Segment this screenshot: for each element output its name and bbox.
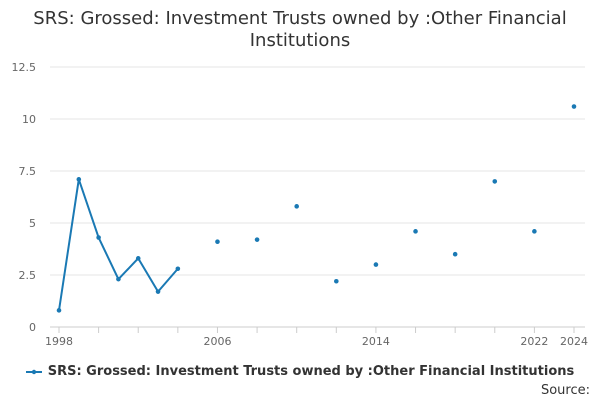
data-point <box>155 289 161 294</box>
legend-label: SRS: Grossed: Investment Trusts owned by… <box>47 364 575 379</box>
x-tick-label: 1998 <box>45 335 73 348</box>
data-point <box>532 229 537 234</box>
data-point <box>254 237 260 242</box>
x-tick-label: 2024 <box>560 335 588 348</box>
data-point <box>175 266 181 272</box>
chart-title: SRS: Grossed: Investment Trusts owned by… <box>0 8 600 52</box>
source-label: Source: <box>540 383 590 398</box>
x-tick-label: 2022 <box>520 335 548 348</box>
data-point <box>294 204 299 209</box>
data-point <box>56 308 62 313</box>
legend-swatch-icon <box>25 369 42 374</box>
data-point <box>116 276 121 282</box>
data-point <box>334 278 339 284</box>
legend[interactable]: SRS: Grossed: Investment Trusts owned by… <box>0 364 600 379</box>
data-point <box>215 239 220 245</box>
data-point <box>452 251 458 257</box>
chart-title-line-2: Institutions <box>249 30 351 51</box>
data-point <box>373 262 379 267</box>
data-point <box>413 229 418 234</box>
y-tick-label: 2.5 <box>19 269 37 282</box>
y-tick-label: 12.5 <box>12 61 37 74</box>
y-tick-label: 0 <box>29 321 36 334</box>
data-point <box>135 256 141 261</box>
data-point <box>571 104 577 109</box>
y-tick-label: 10 <box>22 113 36 126</box>
x-tick-label: 2014 <box>362 335 390 348</box>
chart-title-line-1: SRS: Grossed: Investment Trusts owned by… <box>33 8 567 29</box>
data-point <box>76 177 82 182</box>
y-tick-label: 5 <box>29 217 36 230</box>
x-tick-label: 2006 <box>203 335 231 348</box>
data-point <box>492 179 498 184</box>
y-tick-label: 7.5 <box>19 165 37 178</box>
data-point <box>96 235 101 240</box>
